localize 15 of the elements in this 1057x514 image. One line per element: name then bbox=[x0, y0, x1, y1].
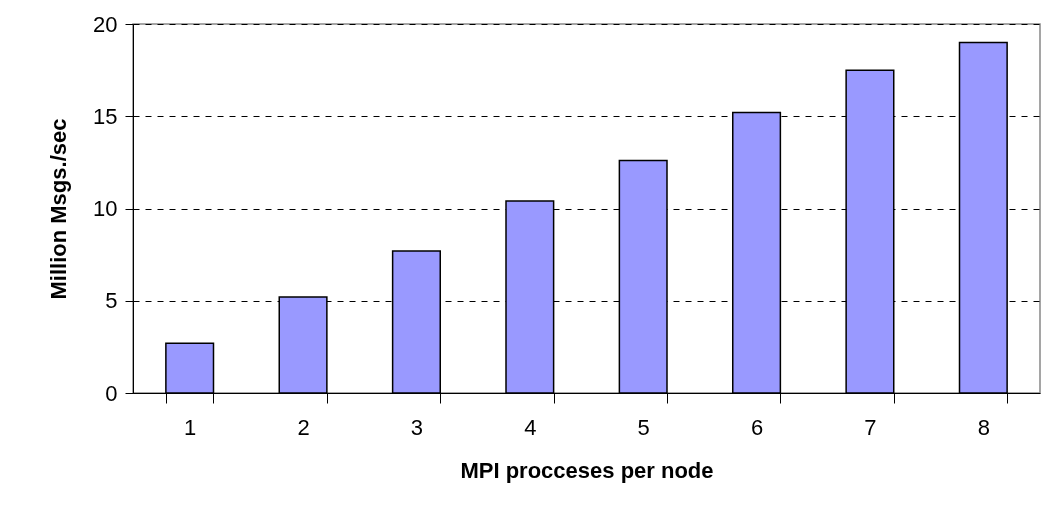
x-tick-label: 1 bbox=[184, 414, 197, 440]
x-tick-label: 6 bbox=[750, 414, 764, 440]
y-axis-title: Million Msgs./sec bbox=[46, 118, 72, 300]
y-tick-label: 0 bbox=[105, 380, 118, 406]
x-tick-label: 8 bbox=[977, 414, 990, 440]
y-tick-label: 10 bbox=[93, 196, 118, 221]
x-tick-label: 3 bbox=[410, 414, 424, 440]
y-tick-label: 20 bbox=[93, 11, 118, 37]
x-axis-title: MPI procceses per node bbox=[460, 457, 714, 483]
y-tick-label: 15 bbox=[93, 103, 118, 129]
x-tick-label: 5 bbox=[637, 414, 650, 440]
y-tick-label: 5 bbox=[105, 288, 118, 314]
x-tick-label: 2 bbox=[297, 414, 310, 440]
x-tick-label: 4 bbox=[524, 414, 537, 440]
x-tick-label: 7 bbox=[864, 414, 877, 440]
